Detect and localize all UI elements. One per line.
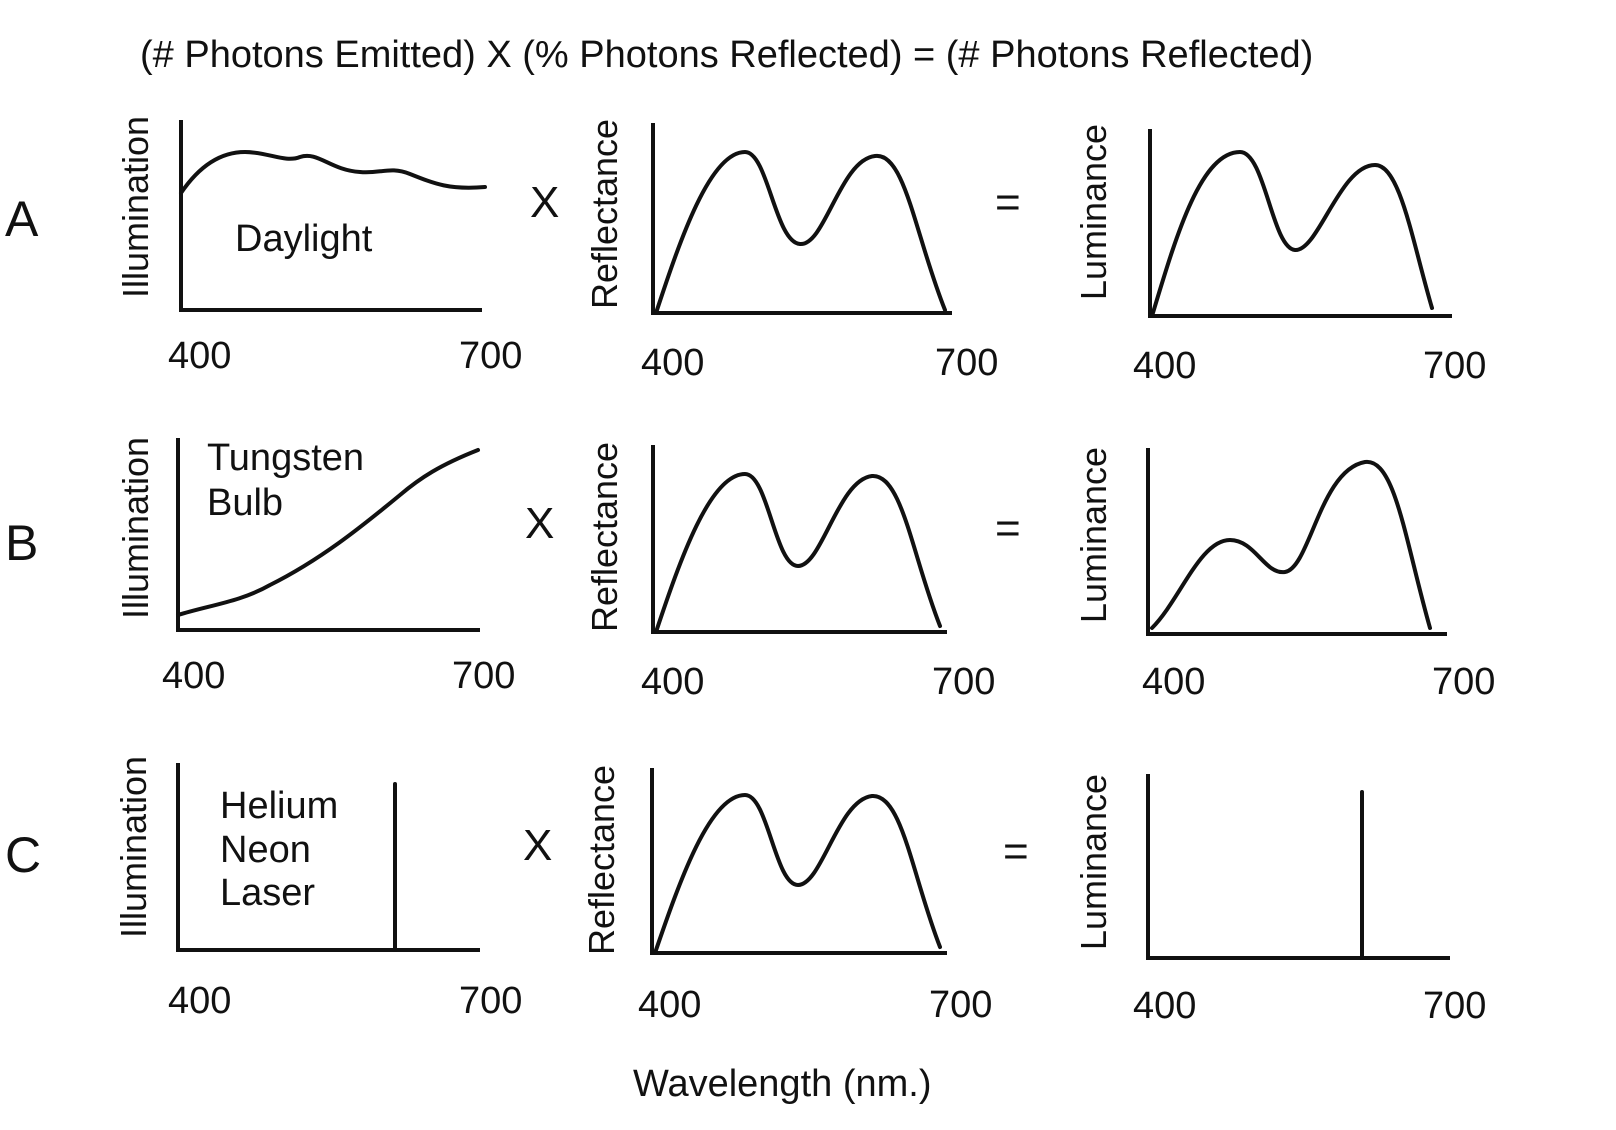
tungsten-spectrum-curve: [176, 448, 480, 617]
tick-700: 700: [1423, 985, 1486, 1027]
reflectance-curve: [654, 150, 947, 315]
tick-400: 400: [641, 342, 704, 384]
tick-400: 400: [641, 661, 704, 703]
row-label-b: B: [5, 515, 38, 571]
equals-operator: =: [995, 178, 1021, 227]
row-c: C Illumination Helium Neon Laser 400 700…: [5, 756, 1486, 1027]
tick-400: 400: [168, 335, 231, 377]
axes: [650, 768, 947, 955]
tick-400: 400: [168, 980, 231, 1022]
tick-400: 400: [1142, 661, 1205, 703]
tick-700: 700: [932, 661, 995, 703]
reflectance-graph-a: Reflectance 400 700: [584, 119, 998, 384]
reflectance-axis-label: Reflectance: [581, 765, 622, 955]
tick-400: 400: [638, 984, 701, 1026]
illumination-source-label: Bulb: [207, 482, 283, 524]
illumination-graph-a: Illumination Daylight 400 700: [115, 116, 522, 377]
axes: [1148, 129, 1452, 318]
illumination-graph-c: Illumination Helium Neon Laser 400 700: [113, 756, 522, 1022]
tick-400: 400: [1133, 985, 1196, 1027]
axes: [1146, 448, 1447, 636]
tick-400: 400: [1133, 345, 1196, 387]
luminance-axis-label: Luminance: [1073, 447, 1114, 623]
reflectance-axis-label: Reflectance: [584, 442, 625, 632]
illumination-source-label: Helium: [220, 785, 338, 827]
illumination-axis-label: Illumination: [115, 437, 156, 619]
axes: [176, 763, 480, 952]
header-equation: (# Photons Emitted) X (% Photons Reflect…: [140, 34, 1313, 76]
tick-700: 700: [459, 980, 522, 1022]
illumination-source-label: Tungsten: [207, 437, 364, 479]
luminance-graph-a: Luminance 400 700: [1073, 124, 1486, 387]
row-label-c: C: [5, 827, 41, 883]
tick-700: 700: [1432, 661, 1495, 703]
illumination-axis-label: Illumination: [115, 116, 156, 298]
luminance-curve: [1150, 459, 1432, 630]
tick-700: 700: [1423, 345, 1486, 387]
equals-operator: =: [995, 504, 1021, 553]
tick-700: 700: [452, 655, 515, 697]
tick-700: 700: [929, 984, 992, 1026]
reflectance-axis-label: Reflectance: [584, 119, 625, 309]
row-b: B Illumination Tungsten Bulb 400 700 X R…: [5, 437, 1495, 703]
reflectance-curve: [653, 793, 942, 955]
illumination-source-label: Daylight: [235, 218, 373, 260]
luminance-curve: [1150, 150, 1434, 318]
row-label-a: A: [5, 191, 39, 247]
x-axis-caption: Wavelength (nm.): [633, 1063, 931, 1105]
axes: [179, 120, 482, 312]
axes: [176, 438, 480, 632]
illumination-source-label: Laser: [220, 872, 315, 914]
reflectance-graph-c: Reflectance 400 700: [581, 765, 992, 1026]
axes: [651, 445, 947, 634]
tick-700: 700: [459, 335, 522, 377]
luminance-axis-label: Luminance: [1073, 124, 1114, 300]
times-operator: X: [523, 821, 552, 870]
tick-700: 700: [935, 342, 998, 384]
illumination-source-label: Neon: [220, 829, 311, 871]
times-operator: X: [530, 178, 559, 227]
axes: [651, 123, 952, 315]
equals-operator: =: [1003, 827, 1029, 876]
luminance-axis-label: Luminance: [1073, 774, 1114, 950]
reflectance-curve: [654, 472, 942, 634]
axes: [1146, 774, 1450, 960]
illumination-axis-label: Illumination: [113, 756, 154, 938]
times-operator: X: [525, 499, 554, 548]
luminance-graph-b: Luminance 400 700: [1073, 447, 1495, 703]
reflectance-graph-b: Reflectance 400 700: [584, 442, 995, 703]
daylight-spectrum-curve: [179, 150, 487, 195]
illumination-graph-b: Illumination Tungsten Bulb 400 700: [115, 437, 515, 697]
tick-400: 400: [162, 655, 225, 697]
luminance-graph-c: Luminance 400 700: [1073, 774, 1486, 1027]
row-a: A Illumination Daylight 400 700 X Reflec…: [5, 116, 1486, 387]
